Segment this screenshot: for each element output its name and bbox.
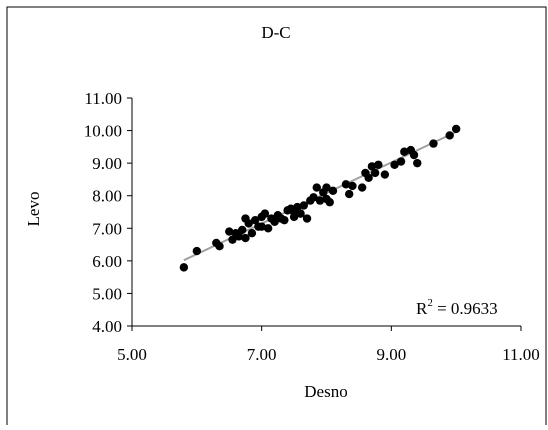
y-tick-label: 5.00 [92,284,122,303]
x-axis-ticks: 5.00 7.00 9.00 11.00 [117,326,540,364]
data-point [234,232,244,241]
data-point [348,181,357,191]
data-point [451,124,461,134]
data-point [380,170,390,179]
data-point [445,131,454,140]
data-point [400,147,409,156]
r-squared-annotation: R2 = 0.9633 [416,297,498,318]
x-axis-label: Desno [304,382,347,401]
data-point [390,160,399,169]
data-point [370,168,380,178]
r-squared-value: = 0.9633 [433,299,498,318]
data-point [341,180,351,189]
y-axis-ticks: 4.00 5.00 6.00 7.00 8.00 9.00 10.00 11.00 [84,89,132,336]
data-point [364,173,373,182]
data-point [192,246,202,256]
chart-title: D-C [261,23,290,42]
data-point [179,263,189,272]
y-tick-label: 8.00 [92,187,122,206]
data-point [293,202,302,212]
y-tick-label: 11.00 [84,89,122,108]
data-point [396,157,406,166]
chart-border [6,6,547,425]
data-point [309,193,318,202]
x-tick-label: 11.00 [502,345,540,364]
data-point [299,201,309,210]
data-point [260,209,270,218]
r-squared-base: R [416,299,428,318]
data-point [322,194,331,204]
data-point [228,235,237,244]
x-tick-label: 7.00 [247,345,277,364]
y-tick-label: 9.00 [92,154,122,173]
data-point [238,225,247,235]
data-point [280,215,289,225]
y-tick-label: 7.00 [92,219,122,238]
data-point [257,222,266,231]
data-point [241,233,250,243]
data-point [312,183,321,192]
data-point [374,160,383,169]
x-tick-label: 9.00 [376,345,406,364]
data-point [357,183,367,192]
data-point [270,217,279,226]
data-points [179,124,461,272]
data-point [289,212,299,222]
data-point [344,189,354,199]
data-point [296,209,305,218]
data-point [409,150,419,160]
data-point [367,162,377,171]
y-tick-label: 10.00 [84,122,122,141]
y-tick-label: 6.00 [92,252,122,271]
y-tick-label: 4.00 [92,317,122,336]
data-point [215,242,224,251]
data-point [250,215,260,225]
data-point [302,214,312,223]
data-point [429,139,438,148]
data-point [225,227,234,236]
data-point [328,186,338,196]
data-point [322,183,331,192]
x-tick-label: 5.00 [117,345,147,364]
data-point [413,158,422,168]
data-point [263,224,273,233]
r-squared-superscript: 2 [427,297,433,309]
data-point [244,219,253,228]
y-axis-label: Levo [24,192,43,227]
data-point [315,196,325,205]
data-point [247,228,257,238]
